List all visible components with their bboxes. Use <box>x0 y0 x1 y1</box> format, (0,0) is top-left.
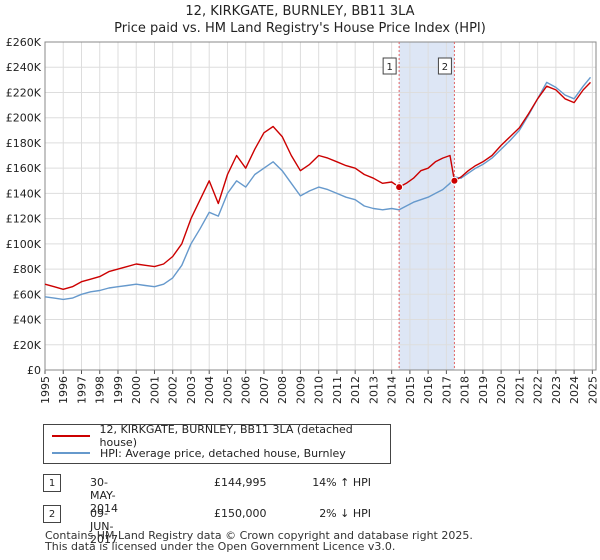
shaded-band <box>399 42 455 370</box>
series-line-hpi <box>44 76 592 301</box>
y-tick-label: £60K <box>13 288 42 301</box>
x-tick-label: 2003 <box>185 376 198 404</box>
y-tick-label: £120K <box>6 213 42 226</box>
y-tick-label: £100K <box>6 238 42 251</box>
x-tick-label: 2020 <box>495 376 508 404</box>
x-tick-label: 2019 <box>477 376 490 404</box>
sale-marker-box <box>437 57 452 75</box>
grid <box>44 41 596 371</box>
sale-marker-label: 2 <box>442 62 448 73</box>
y-tick-label: £200K <box>6 112 42 125</box>
x-tick-label: 2006 <box>240 376 253 404</box>
y-tick-label: £80K <box>13 263 42 276</box>
annotation-date: 09-JUN-2017 <box>90 507 118 546</box>
sale-marker-box <box>382 57 397 75</box>
y-tick-label: £160K <box>6 162 42 175</box>
x-tick-label: 2005 <box>221 376 234 404</box>
x-tick-label: 2013 <box>367 376 380 404</box>
y-tick-label: £40K <box>13 314 42 327</box>
legend-label-property: 12, KIRKGATE, BURNLEY, BB11 3LA (detache… <box>99 423 353 449</box>
x-tick-label: 2004 <box>203 376 216 404</box>
annotation-hpi-change: 14% ↑ HPI <box>312 476 371 489</box>
sale-point <box>395 183 404 192</box>
x-tick-label: 1999 <box>112 376 125 404</box>
price-chart: £0 £20K £40K £60K £80K £100K £120K £140K £160K £1… <box>6 36 600 404</box>
chart-title-address: 12, KIRKGATE, BURNLEY, BB11 3LA <box>185 4 415 19</box>
annotation-date: 30-MAY-2014 <box>90 476 118 515</box>
x-tick-label: 1997 <box>75 376 88 404</box>
x-tick-label: 2017 <box>440 376 453 404</box>
sale-marker-label: 1 <box>386 62 392 73</box>
x-tick-label: 2007 <box>258 376 271 404</box>
x-tick-label: 1996 <box>57 376 70 404</box>
legend-item-hpi: HPI: Average price, detached house, Burn… <box>52 445 346 461</box>
y-tick-label: £20K <box>13 339 42 352</box>
x-tick-label: 2010 <box>313 376 326 404</box>
plot-area <box>45 42 596 370</box>
series <box>44 76 592 301</box>
legend-swatch-hpi <box>52 452 90 454</box>
x-tick-label: 2018 <box>459 376 472 404</box>
x-tick-label: 2001 <box>148 376 161 404</box>
x-tick-label: 2021 <box>513 376 526 404</box>
footer: Contains HM Land Registry data © Crown c… <box>45 530 473 552</box>
footer-licence: This data is licensed under the Open Gov… <box>45 540 396 553</box>
y-tick-label: £180K <box>6 137 42 150</box>
annotation-number-badge: 2 <box>43 505 61 523</box>
annotation-price: £150,000 <box>214 507 267 520</box>
x-tick-label: 2023 <box>550 376 563 404</box>
x-tick-label: 1995 <box>39 376 52 404</box>
x-tick-label: 2024 <box>568 376 581 404</box>
x-tick-label: 1998 <box>94 376 107 404</box>
x-tick-label: 2011 <box>331 376 344 404</box>
x-tick-label: 2016 <box>422 376 435 404</box>
legend: 12, KIRKGATE, BURNLEY, BB11 3LA (detache… <box>43 423 391 464</box>
x-tick-label: 2009 <box>294 376 307 404</box>
y-tick-label: £240K <box>6 61 42 74</box>
sale-point <box>450 176 459 185</box>
y-tick-label: £220K <box>6 86 42 99</box>
x-tick-label: 2022 <box>532 376 545 404</box>
x-tick-label: 2008 <box>276 376 289 404</box>
shaded-period <box>45 42 596 370</box>
x-tick-label: 2014 <box>386 376 399 404</box>
y-tick-label: £260K <box>6 36 42 49</box>
x-tick-label: 2012 <box>349 376 362 404</box>
annotation-price: £144,995 <box>214 476 267 489</box>
legend-swatch-property <box>52 435 90 437</box>
annotation-number-badge: 1 <box>43 474 61 492</box>
footer-copyright: Contains HM Land Registry data © Crown c… <box>45 529 473 542</box>
annotation-hpi-change: 2% ↓ HPI <box>319 507 371 520</box>
x-tick-label: 2025 <box>586 376 599 404</box>
legend-item-property: 12, KIRKGATE, BURNLEY, BB11 3LA (detache… <box>52 423 390 449</box>
legend-label-hpi: HPI: Average price, detached house, Burn… <box>100 446 346 460</box>
plot-frame <box>44 41 597 371</box>
y-tick-label: £0 <box>27 364 41 377</box>
series-line-property <box>44 81 592 290</box>
y-tick-label: £140K <box>6 187 42 200</box>
chart-subtitle: Price paid vs. HM Land Registry's House … <box>114 21 486 36</box>
x-tick-label: 2015 <box>404 376 417 404</box>
x-tick-label: 2002 <box>167 376 180 404</box>
x-tick-label: 2000 <box>130 376 143 404</box>
axes: £0 £20K £40K £60K £80K £100K £120K £140K £160K £1… <box>6 36 600 404</box>
